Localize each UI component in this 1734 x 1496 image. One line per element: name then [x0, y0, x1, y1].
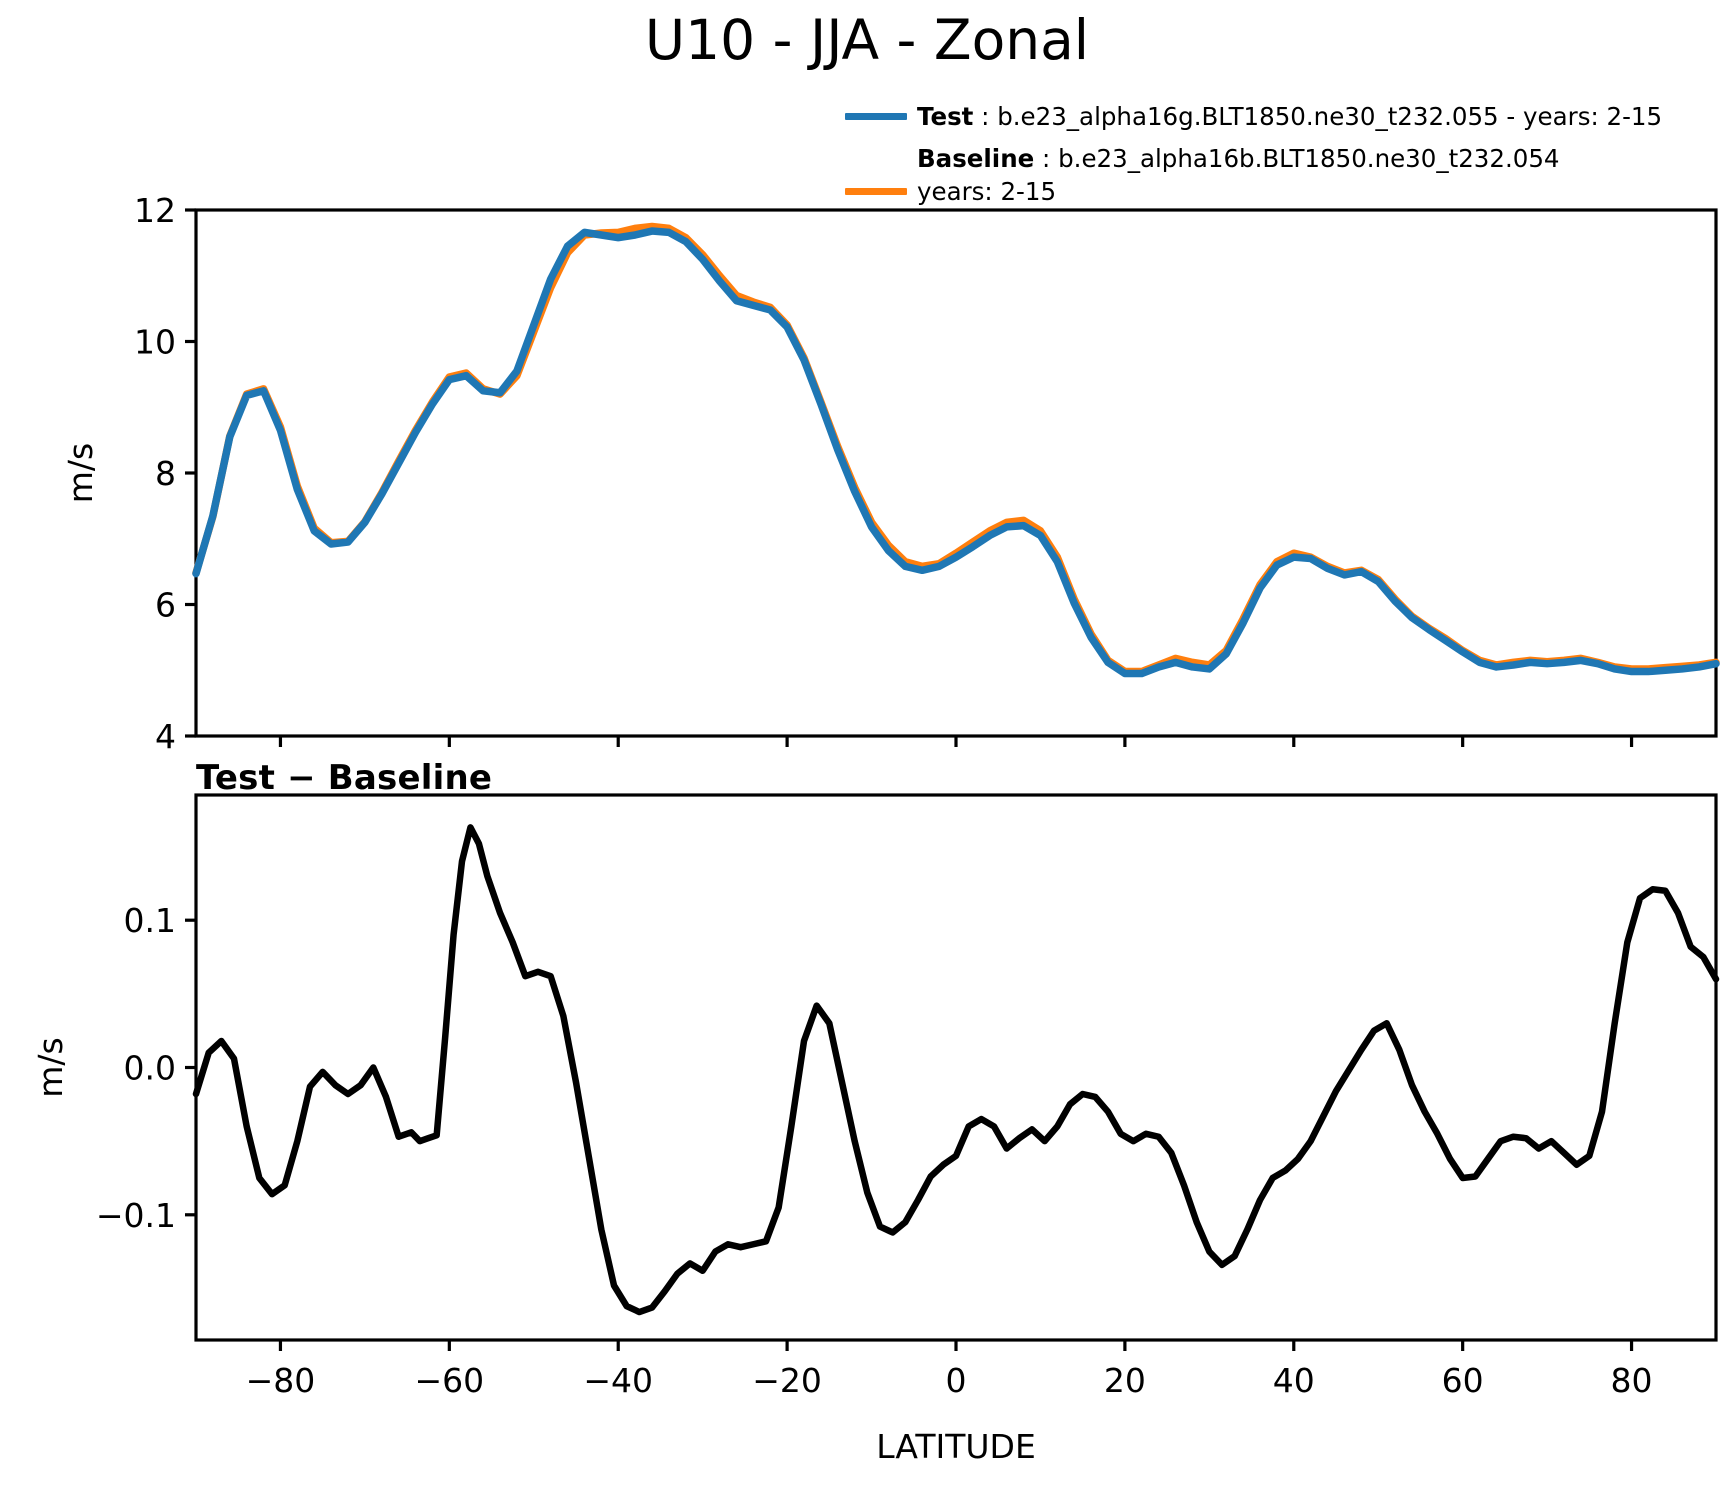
- legend-item-baseline: Baseline : b.e23_alpha16b.BLT1850.ne30_t…: [845, 142, 1734, 208]
- top-series-baseline-group: [192, 222, 1720, 676]
- top-series-test: [192, 227, 1720, 678]
- top-series-baseline: [192, 222, 1720, 676]
- legend-desc-test: b.e23_alpha16g.BLT1850.ne30_t232.055 - y…: [997, 102, 1663, 131]
- bottom-xtick-label: −60: [415, 1361, 485, 1400]
- legend-swatch-test: [845, 113, 907, 120]
- bottom-plot-axes-box: [194, 793, 1718, 1342]
- legend-name-baseline: Baseline: [917, 144, 1035, 173]
- difference-series: [192, 824, 1720, 1316]
- top-ytick-label: 12: [134, 191, 176, 230]
- bottom-xtick-label: 0: [946, 1361, 967, 1400]
- legend-swatch-baseline: [845, 188, 907, 195]
- bottom-xtick-label: −80: [246, 1361, 316, 1400]
- legend-sep-test: :: [973, 102, 998, 131]
- difference-series-group: [192, 824, 1720, 1316]
- bottom-ytick-label: 0.0: [124, 1049, 176, 1088]
- legend-swatch-test-col: [845, 100, 917, 134]
- legend-swatch-baseline-col: [845, 142, 917, 195]
- top-ylabel: m/s: [61, 443, 100, 503]
- top-ytick-label: 8: [155, 454, 176, 493]
- legend: Test : b.e23_alpha16g.BLT1850.ne30_t232.…: [845, 100, 1734, 216]
- bottom-xtick-label: −20: [752, 1361, 822, 1400]
- legend-item-test: Test : b.e23_alpha16g.BLT1850.ne30_t232.…: [845, 100, 1734, 134]
- figure-title: U10 - JJA - Zonal: [644, 8, 1090, 72]
- difference-plot-heading: Test − Baseline: [196, 758, 493, 798]
- legend-desc-baseline: b.e23_alpha16b.BLT1850.ne30_t232.054: [1058, 144, 1560, 173]
- bottom-xtick-label: 60: [1442, 1361, 1484, 1400]
- bottom-xlabel: LATITUDE: [876, 1427, 1036, 1466]
- bottom-xtick-label: 40: [1273, 1361, 1315, 1400]
- top-ytick-label: 6: [155, 586, 176, 625]
- legend-desc-baseline-line2: years: 2-15: [917, 177, 1057, 206]
- top-plot-axes-box: [194, 208, 1718, 738]
- top-plot-frame: [194, 208, 1718, 738]
- bottom-xtick-label: −40: [583, 1361, 653, 1400]
- bottom-xtick-label: 80: [1611, 1361, 1653, 1400]
- top-ytick-label: 10: [134, 323, 176, 362]
- bottom-xtick-label: 20: [1104, 1361, 1146, 1400]
- bottom-ytick-label: 0.1: [124, 901, 176, 940]
- legend-label-baseline: Baseline : b.e23_alpha16b.BLT1850.ne30_t…: [917, 142, 1560, 208]
- bottom-ytick-label: −0.1: [96, 1196, 176, 1235]
- top-ytick-label: 4: [155, 717, 176, 756]
- legend-sep-baseline: :: [1034, 144, 1059, 173]
- bottom-plot-frame: [194, 793, 1718, 1342]
- legend-name-test: Test: [917, 102, 974, 131]
- bottom-ylabel: m/s: [31, 1037, 70, 1097]
- top-series-test-group: [192, 227, 1720, 678]
- legend-label-test: Test : b.e23_alpha16g.BLT1850.ne30_t232.…: [917, 100, 1662, 133]
